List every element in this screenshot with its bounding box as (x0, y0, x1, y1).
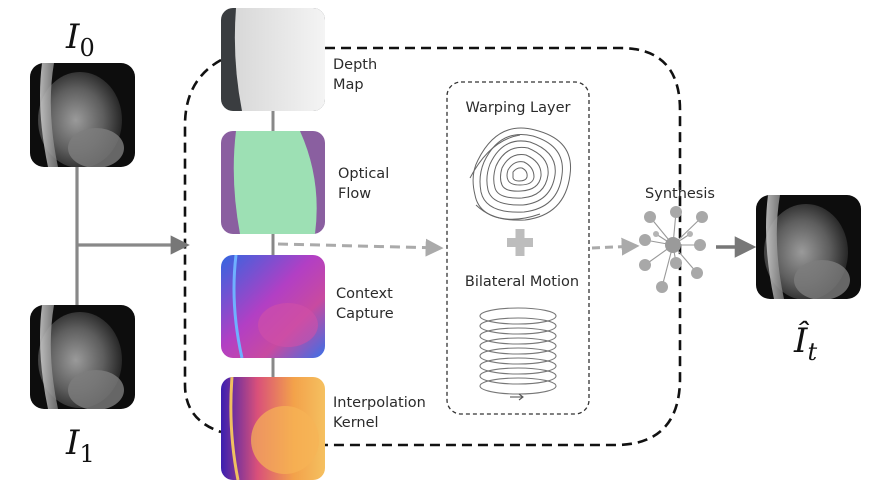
output-label: Ît (793, 320, 817, 366)
input-label-1: I1 (65, 423, 95, 468)
input-frame-0-image (30, 63, 135, 167)
coil-icon (479, 307, 557, 401)
input-frame-1-image (30, 305, 135, 409)
context-capture-label: Context Capture (336, 286, 397, 322)
warping-layer-box (446, 81, 590, 415)
interpolation-kernel-image (221, 377, 325, 480)
synthesis-network-icon (639, 206, 708, 293)
depth-map-label: Depth Map (333, 57, 382, 93)
warping-to-synthesis-arrow (591, 237, 640, 256)
warping-layer-title: Warping Layer (466, 100, 571, 116)
optical-flow-image (221, 131, 325, 234)
output-frame-image (756, 195, 861, 299)
interpolation-kernel-label: Interpolation Kernel (333, 395, 430, 431)
bilateral-motion-label: Bilateral Motion (465, 274, 579, 290)
flow-to-warping-arrow (277, 238, 444, 257)
synthesis-label: Synthesis (645, 186, 715, 202)
context-capture-image (221, 255, 325, 358)
plus-icon (507, 229, 533, 256)
optical-flow-label: Optical Flow (338, 166, 394, 202)
input-label-0: I0 (65, 17, 95, 62)
pipeline-boundary (325, 46, 682, 447)
contour-icon (469, 127, 572, 221)
pipeline-boundary-left (183, 58, 222, 434)
depth-map-image (221, 8, 325, 111)
